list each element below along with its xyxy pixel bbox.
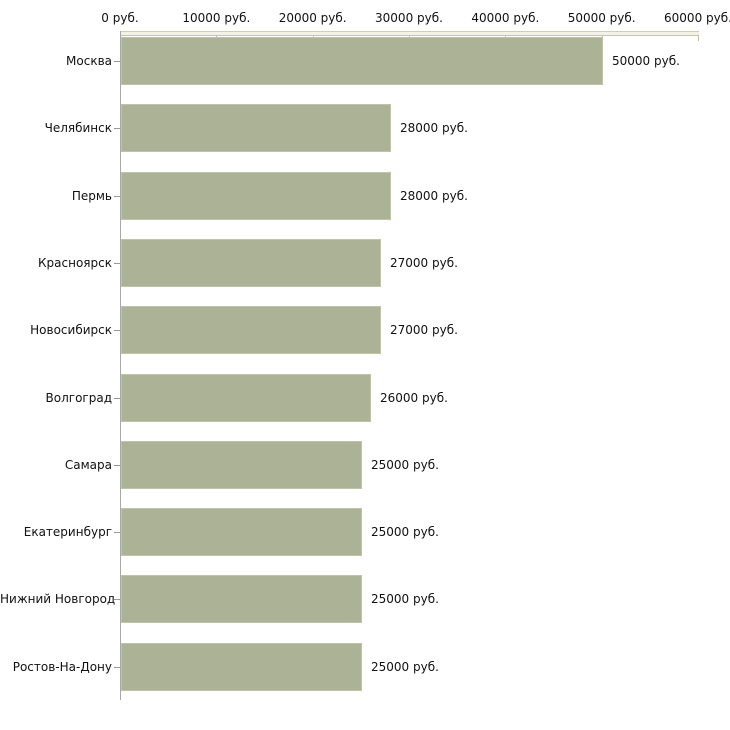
x-axis-tick-label: 30000 руб. [375,11,443,25]
bar [121,575,362,623]
y-axis-tick-mark [114,128,120,129]
bar [121,643,362,691]
y-axis-tick-mark [114,330,120,331]
value-label: 25000 руб. [371,592,439,606]
y-axis-line [120,31,121,700]
y-axis-tick-mark [114,599,120,600]
x-axis-line [120,31,699,36]
x-axis-tick-label: 50000 руб. [567,11,636,25]
y-axis-tick-mark [114,532,120,533]
category-label: Красноярск [38,256,112,270]
bar [121,306,381,354]
category-label: Ростов-На-Дону [12,660,112,674]
y-axis-tick-mark [114,196,120,197]
bar [121,441,362,489]
value-label: 28000 руб. [400,189,468,203]
y-axis-tick-mark [114,263,120,264]
category-label: Новосибирск [30,323,112,337]
category-label: Челябинск [44,121,112,135]
category-label: Пермь [71,189,112,203]
x-axis-tick-label: 0 руб. [101,11,139,25]
value-label: 27000 руб. [390,256,458,270]
value-label: 50000 руб. [612,54,680,68]
x-axis-tick-label: 10000 руб. [182,11,251,25]
value-label: 25000 руб. [371,525,439,539]
category-label: Волгоград [45,391,112,405]
value-label: 25000 руб. [371,660,439,674]
value-label: 28000 руб. [400,121,468,135]
category-label: Москва [66,54,112,68]
value-label: 25000 руб. [371,458,439,472]
x-axis-tick-label: 60000 руб. [664,11,730,25]
y-axis-tick-mark [114,667,120,668]
y-axis-tick-mark [114,465,120,466]
bar [121,508,362,556]
value-label: 26000 руб. [380,391,448,405]
x-axis-tick-label: 40000 руб. [471,11,540,25]
bar [121,374,371,422]
bar [121,172,391,220]
value-label: 27000 руб. [390,323,458,337]
x-axis-tick-label: 20000 руб. [278,11,347,25]
category-label: Нижний Новгород [0,592,116,606]
bar [121,37,603,85]
category-label: Самара [64,458,112,472]
bar [121,104,391,152]
x-axis-tick-mark [698,34,699,41]
category-label: Екатеринбург [23,525,112,539]
y-axis-tick-mark [114,398,120,399]
bar [121,239,381,287]
y-axis-tick-mark [114,61,120,62]
